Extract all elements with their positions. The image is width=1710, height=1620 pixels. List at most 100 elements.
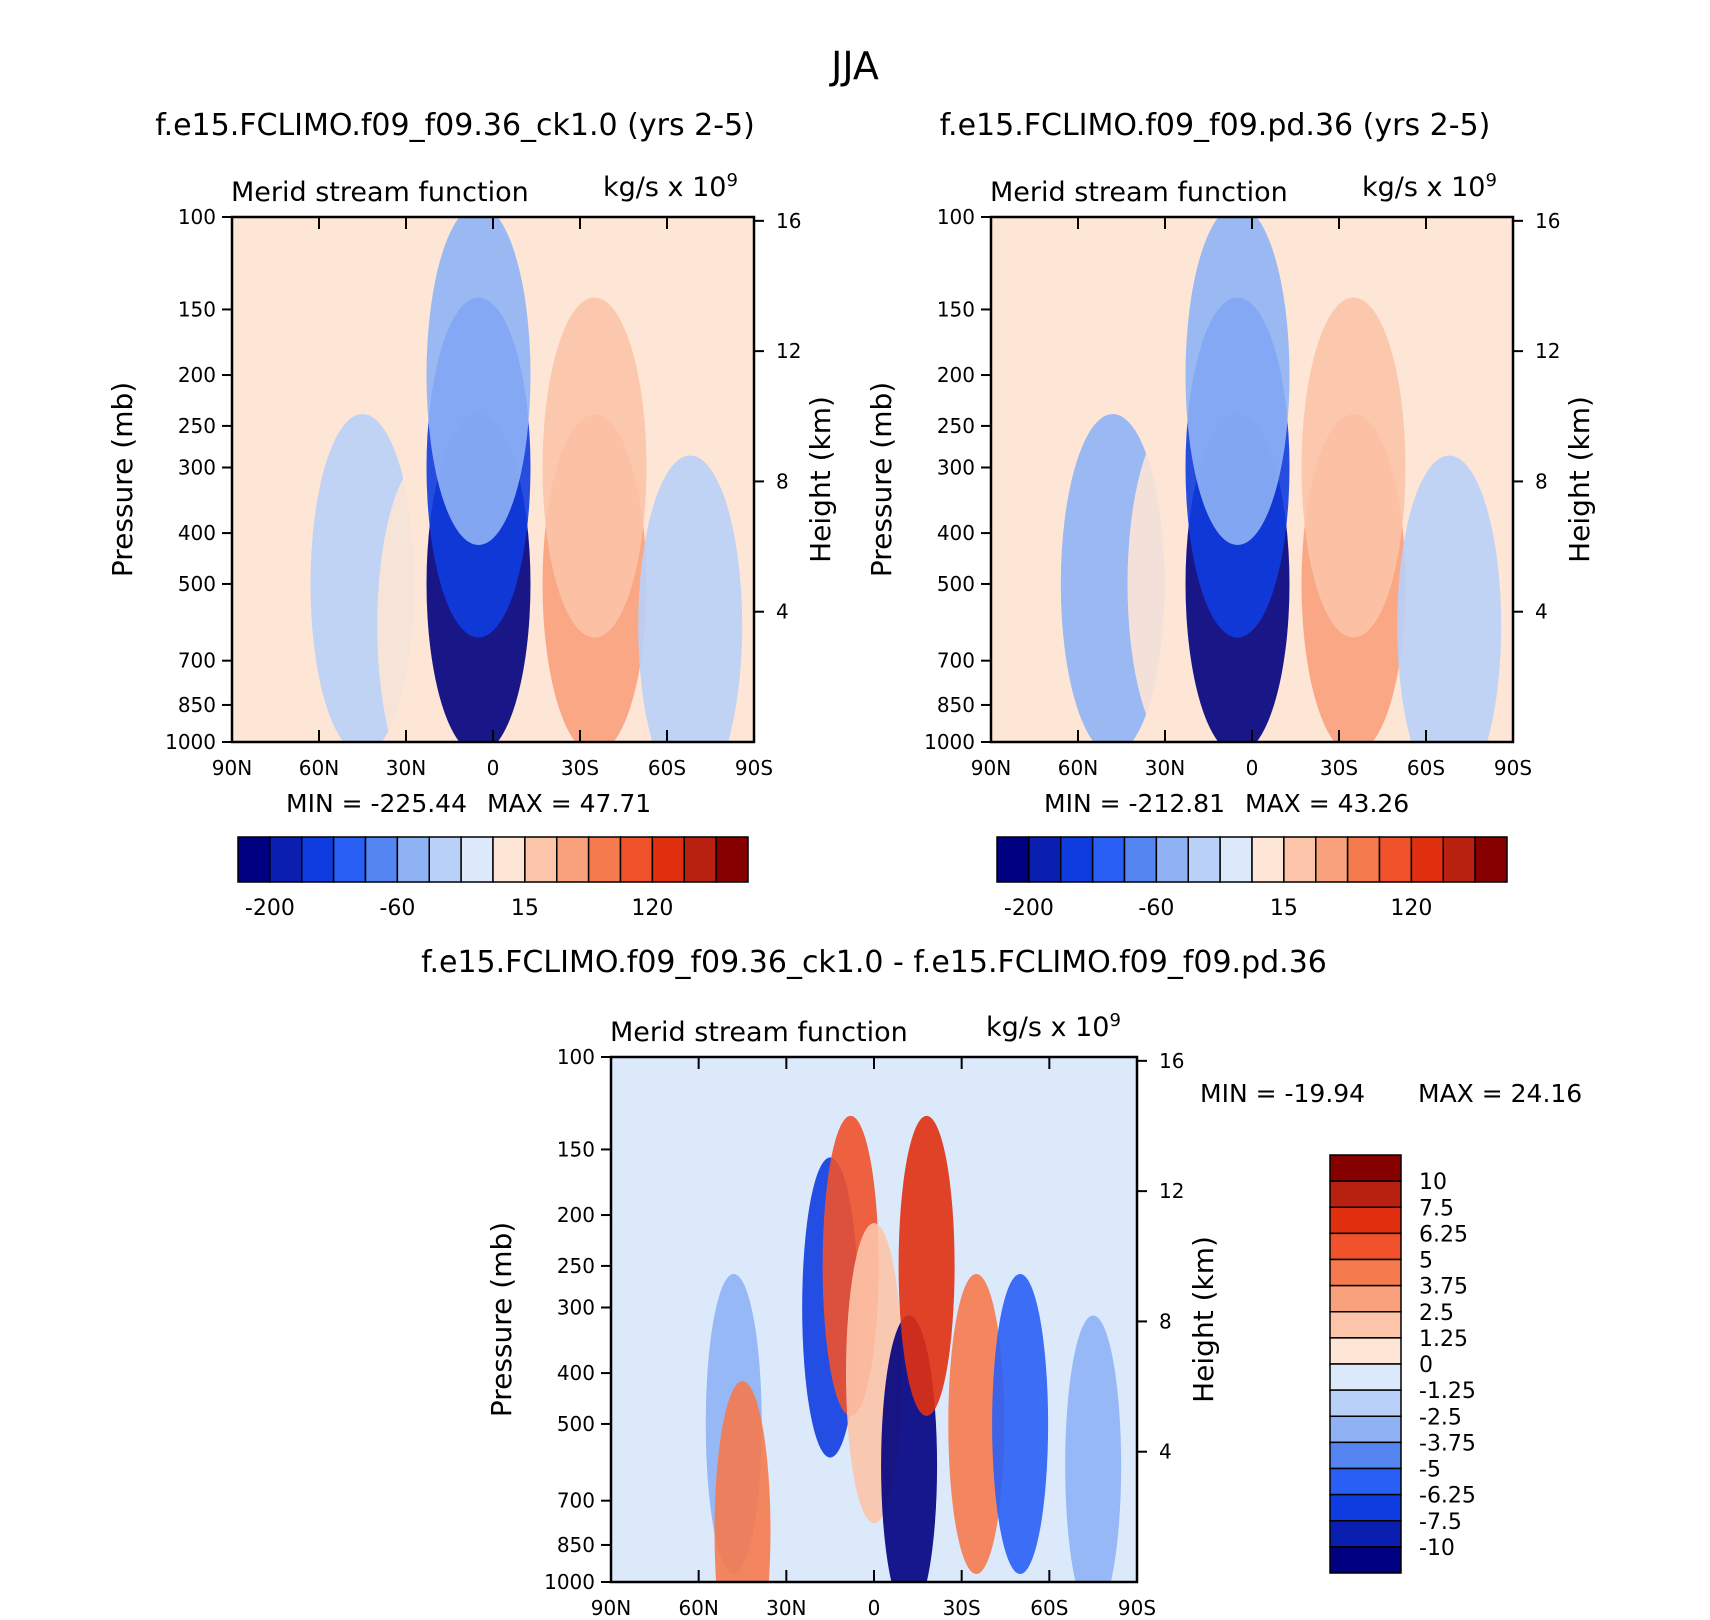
y-tick-label: 500 [178,572,216,596]
units-label: kg/s x 109 [603,170,738,203]
y-tick-label: 400 [937,521,975,545]
units-label: kg/s x 109 [986,1010,1121,1043]
colorbar-label: 6.25 [1419,1222,1468,1247]
y-axis-label: Pressure (mb) [485,1222,518,1417]
panel-difference: f.e15.FCLIMO.f09_f09.36_ck1.0 - f.e15.FC… [421,945,1582,1620]
x-tick-label: 30N [386,756,426,780]
contour-cell [426,217,531,545]
min-label: MIN = -212.81 [1044,789,1225,818]
colorbar-box [1329,1154,1402,1182]
colorbar-box [1329,1311,1402,1339]
y-tick-label: 100 [937,205,975,229]
x-tick-label: 30S [1320,756,1358,780]
panel-title: f.e15.FCLIMO.f09_f09.36_ck1.0 - f.e15.FC… [421,945,1327,980]
y-tick-label: 200 [937,363,975,387]
colorbar-box [1155,836,1189,883]
units-label: kg/s x 109 [1362,170,1497,203]
y2-tick-label: 12 [776,339,801,363]
colorbar-box [460,836,494,883]
y-axis-label: Pressure (mb) [865,382,898,577]
panel-title: f.e15.FCLIMO.f09_f09.36_ck1.0 (yrs 2-5) [155,108,755,143]
colorbar-box [1283,836,1317,883]
colorbar-label: 0 [1419,1353,1433,1378]
colorbar-box [364,836,399,883]
x-tick-label: 90N [971,756,1011,780]
y-tick-label: 300 [178,455,216,479]
colorbar-box [996,836,1030,883]
colorbar-box [587,836,622,883]
y2-tick-label: 8 [1535,469,1548,493]
colorbar-box [1329,1467,1402,1496]
y2-tick-label: 8 [1159,1309,1172,1333]
max-label: MAX = 47.71 [487,789,651,818]
y-tick-label: 150 [937,297,975,321]
colorbar-box [1329,1180,1402,1208]
y2-tick-label: 16 [1535,209,1560,233]
colorbar-box [619,836,654,883]
colorbar-label: 120 [631,896,673,921]
colorbar-box [428,836,462,883]
contour-cell [898,1115,955,1416]
colorbar-box [269,836,303,883]
panel-subtitle: Merid stream function [610,1017,908,1048]
y-tick-label: 500 [937,572,975,596]
panel-subtitle: Merid stream function [231,177,529,208]
colorbar-box [1442,836,1476,883]
y-tick-label: 850 [937,693,975,717]
y2-tick-label: 12 [1159,1179,1184,1203]
panel-case-b: f.e15.FCLIMO.f09_f09.pd.36 (yrs 2-5) Meri… [865,108,1596,921]
x-tick-label: 0 [868,1596,881,1620]
colorbar-box [1329,1389,1402,1417]
colorbar-label: -200 [245,896,295,921]
colorbar-box [1219,836,1253,883]
max-label: MAX = 24.16 [1418,1079,1582,1108]
colorbar-box [396,836,430,883]
panel-case-a: f.e15.FCLIMO.f09_f09.36_ck1.0 (yrs 2-5) M… [106,108,837,921]
colorbar-label: 5 [1419,1249,1433,1274]
y-tick-label: 1000 [544,1570,595,1594]
colorbar-box [1474,836,1508,883]
x-tick-label: 30N [1145,756,1185,780]
y-tick-label: 150 [178,297,216,321]
y2-tick-label: 16 [776,209,801,233]
x-tick-label: 60N [1058,756,1098,780]
colorbar-label: -10 [1419,1536,1455,1561]
x-tick-label: 90S [1118,1596,1156,1620]
units-exponent: 9 [1109,1010,1120,1031]
colorbar-box [1060,836,1094,883]
contour-cell [638,455,743,742]
y-tick-label: 200 [557,1203,595,1227]
contour-cell [1397,455,1502,742]
colorbar-box [1028,836,1062,883]
colorbar-label: 15 [1270,896,1298,921]
panel-subtitle: Merid stream function [990,177,1288,208]
colorbar-label: 7.5 [1419,1196,1454,1221]
y-tick-label: 250 [178,414,216,438]
colorbar-label: -2.5 [1419,1405,1462,1430]
y-tick-label: 100 [178,205,216,229]
colorbar-box [1378,836,1413,883]
contour-cell [1185,217,1290,545]
min-label: MIN = -19.94 [1200,1079,1365,1108]
colorbar-box [715,836,749,883]
plot-area [232,217,754,742]
contour-cell [992,1273,1049,1574]
y-tick-label: 400 [178,521,216,545]
colorbar-label: 15 [511,896,539,921]
contour-cell [1065,1315,1122,1582]
colorbar-box [556,836,590,883]
colorbar-box [1329,1206,1402,1235]
colorbar-label: -60 [379,896,415,921]
colorbar-box [651,836,685,883]
y2-tick-label: 4 [776,600,789,624]
colorbar-box [1329,1546,1402,1574]
colorbar-box [1251,836,1285,883]
colorbar-box [524,836,558,883]
x-tick-label: 60N [299,756,339,780]
colorbar-box [1091,836,1126,883]
x-tick-label: 60S [1030,1596,1068,1620]
max-label: MAX = 43.26 [1245,789,1409,818]
contour-cell [542,297,647,638]
colorbar-label: -1.25 [1419,1379,1476,1404]
contour-cell [948,1273,1005,1574]
